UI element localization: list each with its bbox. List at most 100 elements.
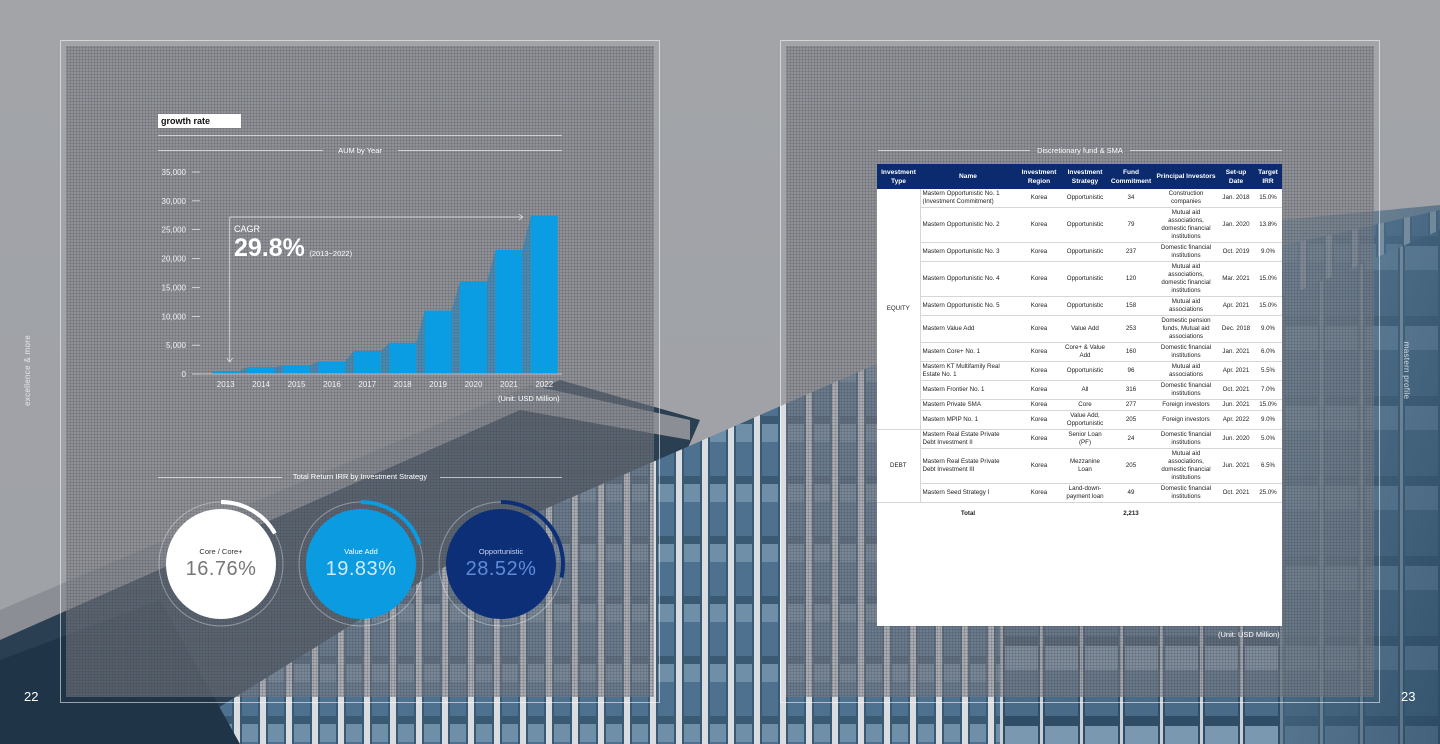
table-cell: Mastern MPIP No. 1 [920,410,1016,430]
table-cell: Mutual aid associations, domestic financ… [1154,207,1218,243]
table-cell: Opportunistic [1062,207,1108,243]
x-tick-label: 2016 [323,380,341,389]
x-tick-label: 2017 [358,380,376,389]
table-cell: Apr. 2021 [1218,296,1254,316]
table-row: Mastern MPIP No. 1 Korea Value Add, Opport… [877,410,1282,430]
x-tick-label: 2014 [252,380,270,389]
table-cell: Domestic financial institutions [1154,342,1218,362]
table-cell: Mastern KT Multifamily Real Estate No. 1 [920,361,1016,381]
aum-bar-connector [416,310,425,374]
total-value-cell: 2,213 [1123,509,1139,517]
fund-table: Investment Type Name Investment Region Inve… [877,164,1282,525]
table-cell: Opportunistic [1062,296,1108,316]
table-cell: Mastern Opportunistic No. 2 [920,207,1016,243]
aum-bar [212,371,240,374]
aum-bar [495,249,523,374]
table-cell: Mutual aid associations, domestic financ… [1154,261,1218,297]
table-cell: 25.0% [1254,483,1282,503]
table-header-cell: Target IRR [1254,164,1282,189]
table-cell: Foreign investors [1154,399,1218,411]
table-cell: 96 [1108,361,1154,381]
table-cell: Jan. 2020 [1218,207,1254,243]
donut-core-label: Core / Core+ [199,547,243,556]
table-row: Mastern Opportunistic No. 5 Korea Opportun… [877,296,1282,316]
table-cell: Apr. 2022 [1218,410,1254,430]
table-cell: Jun. 2021 [1218,448,1254,484]
aum-bar-connector [522,215,531,374]
x-tick-label: 2020 [465,380,483,389]
donut-opportunistic-ring [437,500,565,628]
x-tick-label: 2021 [500,380,518,389]
table-cell: 15.0% [1254,296,1282,316]
right-panel-frame [780,40,1380,703]
table-cell: 205 [1108,410,1154,430]
table-cell: Land-down-payment loan [1062,483,1108,503]
table-cell: 237 [1108,242,1154,262]
table-row: Mastern Opportunistic No. 4 Korea Opportun… [877,261,1282,297]
aum-bar-chart: 0 5,000 10,000 15,000 20,000 25,000 30,000 35,0… [162,168,562,389]
aum-bar [530,215,558,374]
table-cell: Senior Loan (PF) [1062,429,1108,449]
aum-chart-title: AUM by Year [338,146,382,155]
aum-bar-connector [345,350,354,374]
donut-value-add: Value Add 19.83% [296,499,426,629]
table-cell: Core+ & Value Add [1062,342,1108,362]
table-cell: Korea [1016,207,1062,243]
donut-core-value: 16.76% [185,558,257,580]
table-cell: Opportunistic [1062,361,1108,381]
aum-title-line-right [398,150,562,151]
table-cell: Core [1062,399,1108,411]
table-cell: 15.0% [1254,261,1282,297]
donut-value-add-label: Value Add [344,547,378,556]
aum-bar-connector [274,365,284,374]
table-header-cell: Principal Investors [1154,164,1218,189]
y-tick-label: 35,000 [162,168,187,177]
table-cell: Mutual aid associations [1154,361,1218,381]
table-cell: Foreign investors [1154,410,1218,430]
table-cell: 6.0% [1254,342,1282,362]
table-cell: Mastern Real Estate Private Debt Investm… [920,429,1016,449]
table-title-line-left [878,150,1030,151]
donut-opportunistic-label: Opportunistic [478,547,524,556]
table-cell: 277 [1108,399,1154,411]
table-cell: 316 [1108,380,1154,400]
aum-bar [283,365,310,374]
table-cell: Mastern Opportunistic No. 3 [920,242,1016,262]
cagr-range: (2013~2022) [309,249,353,258]
x-tick-label: 2015 [288,380,306,389]
aum-bar-connector [380,342,390,374]
table-cell: Korea [1016,399,1062,411]
table-cell: Jun. 2020 [1218,429,1254,449]
aum-bar-connector [486,249,496,374]
table-cell: Korea [1016,296,1062,316]
table-cell: Value Add [1062,315,1108,343]
table-total-row: Total 2,213 [877,503,1282,525]
table-cell: 34 [1108,189,1154,208]
donut-core: Core / Core+ 16.76% [156,499,286,629]
table-cell [1254,503,1282,525]
table-cell: 9.0% [1254,315,1282,343]
table-cell: Korea [1016,361,1062,381]
y-tick-label: 5,000 [166,341,187,350]
donut-opportunistic-face: Opportunistic 28.52% [446,509,556,619]
x-tick-label: 2013 [217,380,235,389]
table-cell: Mastern Opportunistic No. 5 [920,296,1016,316]
table-cell: Jan. 2021 [1218,342,1254,362]
table-cell: 205 [1108,448,1154,484]
table-row: Mastern Opportunistic No. 2 Korea Opportun… [877,207,1282,243]
table-cell: Mezzanine Loan [1062,448,1108,484]
table-cell: Korea [1016,261,1062,297]
table-cell: Construction companies [1154,189,1218,208]
x-tick-label: 2018 [394,380,412,389]
y-tick-label: 25,000 [162,226,187,235]
table-cell: Mastern Real Estate Private Debt Investm… [920,448,1016,484]
table-cell [1016,503,1062,525]
y-tick-label: 15,000 [162,283,187,292]
table-cell: 24 [1108,429,1154,449]
table-cell: Korea [1016,410,1062,430]
table-cell: 5.5% [1254,361,1282,381]
table-header-cell: Investment Region [1016,164,1062,189]
table-cell: 253 [1108,315,1154,343]
investment-type-cell: DEBT [877,429,921,503]
table-cell: Apr. 2021 [1218,361,1254,381]
